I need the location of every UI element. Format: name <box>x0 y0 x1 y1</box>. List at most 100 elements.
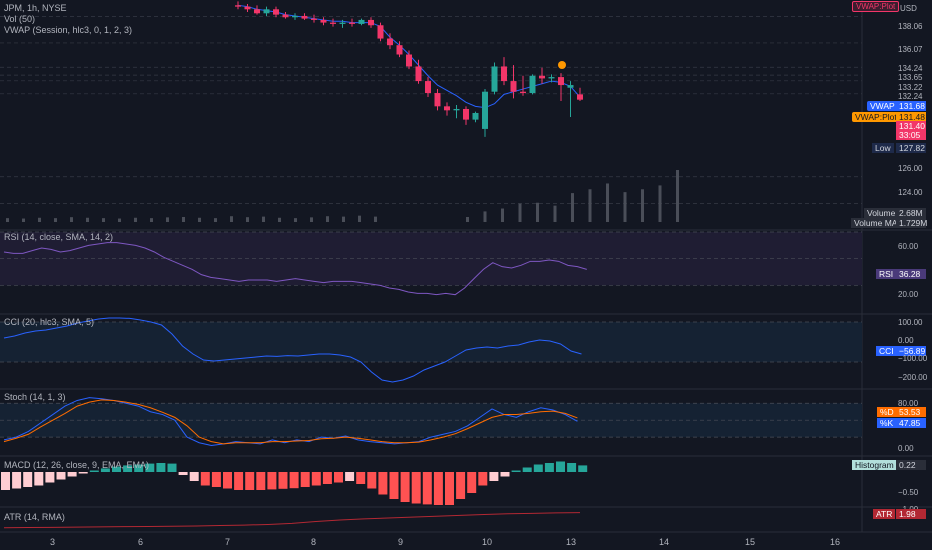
cci-legend[interactable]: CCI (20, hlc3, SMA, 5) <box>4 317 95 327</box>
volume-bar <box>278 217 281 222</box>
candle-body <box>292 15 298 18</box>
cci-tick: 100.00 <box>898 318 923 327</box>
stoch-d-line <box>3 399 578 445</box>
volume-bar <box>518 203 522 222</box>
volume-axis-label: Volume <box>864 208 899 218</box>
price-tick: 124.00 <box>898 188 923 197</box>
cci-band <box>0 322 862 362</box>
volume-bar <box>483 211 487 222</box>
macd-histogram-bar <box>300 472 310 487</box>
stoch-k-value: 47.85 <box>896 418 926 428</box>
volume-bar <box>536 202 539 222</box>
macd-histogram-bar <box>478 472 488 486</box>
macd-histogram-bar <box>12 472 22 489</box>
candle-body <box>320 19 327 23</box>
volume-ma-axis-value: 1.729M <box>896 218 927 228</box>
volume-pane <box>6 170 679 222</box>
stoch-tick: 0.00 <box>898 444 914 453</box>
volume-bar <box>374 216 377 222</box>
volume-bar <box>623 192 627 222</box>
rsi-pane[interactable] <box>0 231 862 296</box>
macd-histogram-bar <box>411 472 421 504</box>
candle-body <box>558 77 564 86</box>
macd-histogram-bar <box>78 472 88 474</box>
atr-pane[interactable] <box>3 512 581 529</box>
candle-body <box>548 77 555 79</box>
macd-histogram-bar <box>189 472 199 481</box>
rsi-line <box>3 242 587 296</box>
macd-histogram-bar <box>45 472 55 483</box>
currency-label: USD <box>900 4 917 13</box>
macd-histogram-bar <box>1 472 10 490</box>
volume-bar <box>588 189 592 222</box>
macd-legend[interactable]: MACD (12, 26, close, 9, EMA, EMA) <box>4 460 150 470</box>
cci-pane[interactable] <box>0 317 862 383</box>
macd-pane[interactable] <box>1 461 588 506</box>
macd-histogram-bar <box>544 463 554 472</box>
candle-body <box>273 9 279 15</box>
volume-bar <box>310 217 313 222</box>
volume-bar <box>501 208 504 222</box>
candle-body <box>244 6 251 10</box>
cci-axis-label: CCI <box>876 346 897 356</box>
volume-bar <box>150 218 153 222</box>
macd-histogram-bar <box>445 472 454 505</box>
candle-body <box>539 75 545 79</box>
volume-axis-value: 2.68M <box>896 208 926 218</box>
macd-histogram-bar <box>267 472 277 490</box>
macd-histogram-bar <box>500 472 510 477</box>
macd-histogram-bar <box>334 472 343 483</box>
macd-histogram-bar <box>356 472 366 484</box>
cci-tick: −100.00 <box>898 354 928 363</box>
macd-histogram-value: 0.22 <box>896 460 926 470</box>
stoch-d-value: 53.53 <box>896 407 926 417</box>
vwap-legend[interactable]: VWAP (Session, hlc3, 0, 1, 2, 3) <box>4 25 133 35</box>
volume-bar <box>214 218 217 222</box>
macd-histogram-bar <box>134 464 144 472</box>
volume-bar <box>641 189 644 222</box>
candle-body <box>301 15 308 19</box>
volume-legend[interactable]: Vol (50) <box>4 14 36 24</box>
symbol-legend[interactable]: JPM, 1h, NYSE <box>4 3 67 13</box>
macd-histogram-bar <box>278 472 288 489</box>
vwap-axis-value: 131.68 <box>896 101 926 111</box>
cci-axis-value: −56.89 <box>896 346 926 356</box>
stoch-pane[interactable] <box>0 397 862 447</box>
atr-legend[interactable]: ATR (14, RMA) <box>4 512 65 522</box>
macd-histogram-bar <box>345 472 355 481</box>
macd-histogram-bar <box>23 472 33 487</box>
volume-bar <box>102 218 105 222</box>
rsi-legend[interactable]: RSI (14, close, SMA, 14, 2) <box>4 232 114 242</box>
candle-body <box>349 22 355 24</box>
candle-body <box>415 66 422 82</box>
macd-histogram-bar <box>256 472 266 490</box>
macd-histogram-bar <box>311 472 321 486</box>
volume-bar <box>6 218 9 222</box>
macd-histogram-bar <box>578 465 588 472</box>
macd-histogram-bar <box>34 472 44 486</box>
volume-bar <box>326 216 329 222</box>
candle-body <box>387 38 393 46</box>
volume-bar <box>262 216 265 222</box>
candle-body <box>330 22 336 24</box>
price-pane[interactable] <box>0 1 862 204</box>
vwap-plot-axis-value: 131.48 <box>896 112 926 122</box>
volume-bar <box>246 217 249 222</box>
x-tick: 9 <box>398 537 404 547</box>
candle-body <box>463 108 469 120</box>
volume-bar <box>230 216 233 222</box>
macd-histogram-bar <box>123 465 133 472</box>
macd-histogram-bar <box>378 472 388 495</box>
macd-histogram-label: Histogram <box>852 460 897 470</box>
last-price-label: 131.40 <box>896 121 926 131</box>
low-axis-label: Low <box>872 143 894 153</box>
macd-histogram-bar <box>178 472 188 475</box>
macd-histogram-bar <box>145 463 155 472</box>
macd-histogram-bar <box>245 472 255 490</box>
macd-histogram-bar <box>467 472 477 493</box>
macd-histogram-bar <box>322 472 332 484</box>
stoch-legend[interactable]: Stoch (14, 1, 3) <box>4 392 66 402</box>
macd-histogram-bar <box>200 472 210 486</box>
volume-bar <box>118 218 121 222</box>
